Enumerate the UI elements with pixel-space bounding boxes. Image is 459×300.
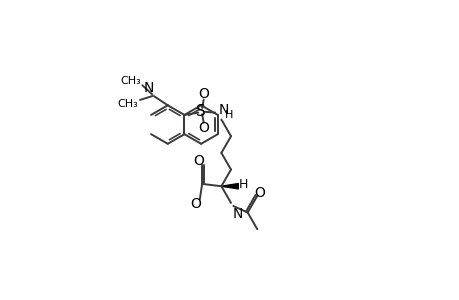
Text: O: O <box>198 121 209 135</box>
Text: N: N <box>218 103 229 117</box>
Text: O: O <box>190 197 201 211</box>
Text: CH₃: CH₃ <box>117 99 137 109</box>
Text: O: O <box>198 87 209 101</box>
Text: S: S <box>196 103 206 118</box>
Text: H: H <box>225 110 233 120</box>
Polygon shape <box>221 184 238 189</box>
Text: CH₃: CH₃ <box>120 76 140 86</box>
Text: N: N <box>143 80 154 94</box>
Text: O: O <box>254 186 264 200</box>
Text: N: N <box>232 207 242 221</box>
Text: O: O <box>192 154 203 168</box>
Text: H: H <box>238 178 247 191</box>
